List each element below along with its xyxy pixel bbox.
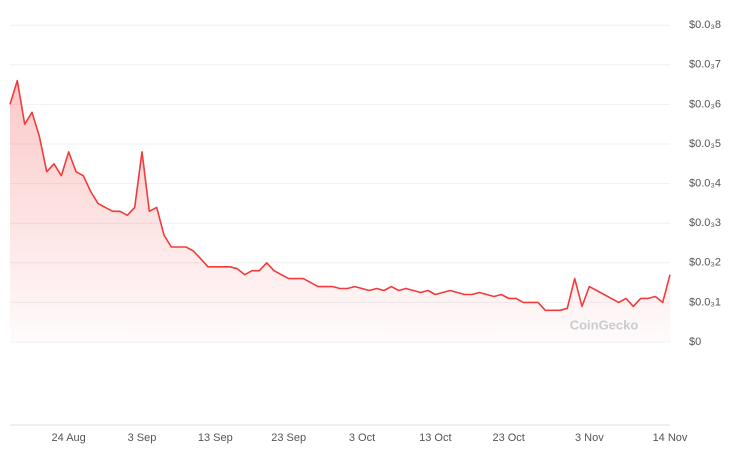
y-tick-label: $0.0₃1 <box>689 296 721 308</box>
x-tick-label: 23 Oct <box>492 432 524 444</box>
area-fill <box>10 80 670 342</box>
y-tick-label: $0.0₃3 <box>689 217 721 229</box>
x-tick-label: 14 Nov <box>653 432 688 444</box>
y-tick-label: $0.0₃4 <box>689 178 721 190</box>
plot <box>9 79 671 342</box>
x-tick-label: 13 Sep <box>198 432 233 444</box>
y-tick-label: $0.0₃6 <box>689 98 721 110</box>
price-line <box>9 79 671 312</box>
y-tick-label: $0.0₃8 <box>689 19 721 31</box>
y-tick-label: $0.0₃5 <box>689 138 721 150</box>
y-tick-label: $0 <box>689 336 701 348</box>
x-tick-label: 13 Oct <box>419 432 451 444</box>
x-tick-label: 23 Sep <box>271 432 306 444</box>
y-tick-label: $0.0₃2 <box>689 257 721 269</box>
x-tick-label: 3 Sep <box>128 432 157 444</box>
y-tick-label: $0.0₃7 <box>689 59 721 71</box>
x-tick-label: 3 Nov <box>575 432 604 444</box>
x-tick-label: 3 Oct <box>349 432 375 444</box>
x-tick-label: 24 Aug <box>52 432 86 444</box>
watermark: CoinGecko <box>570 317 639 332</box>
